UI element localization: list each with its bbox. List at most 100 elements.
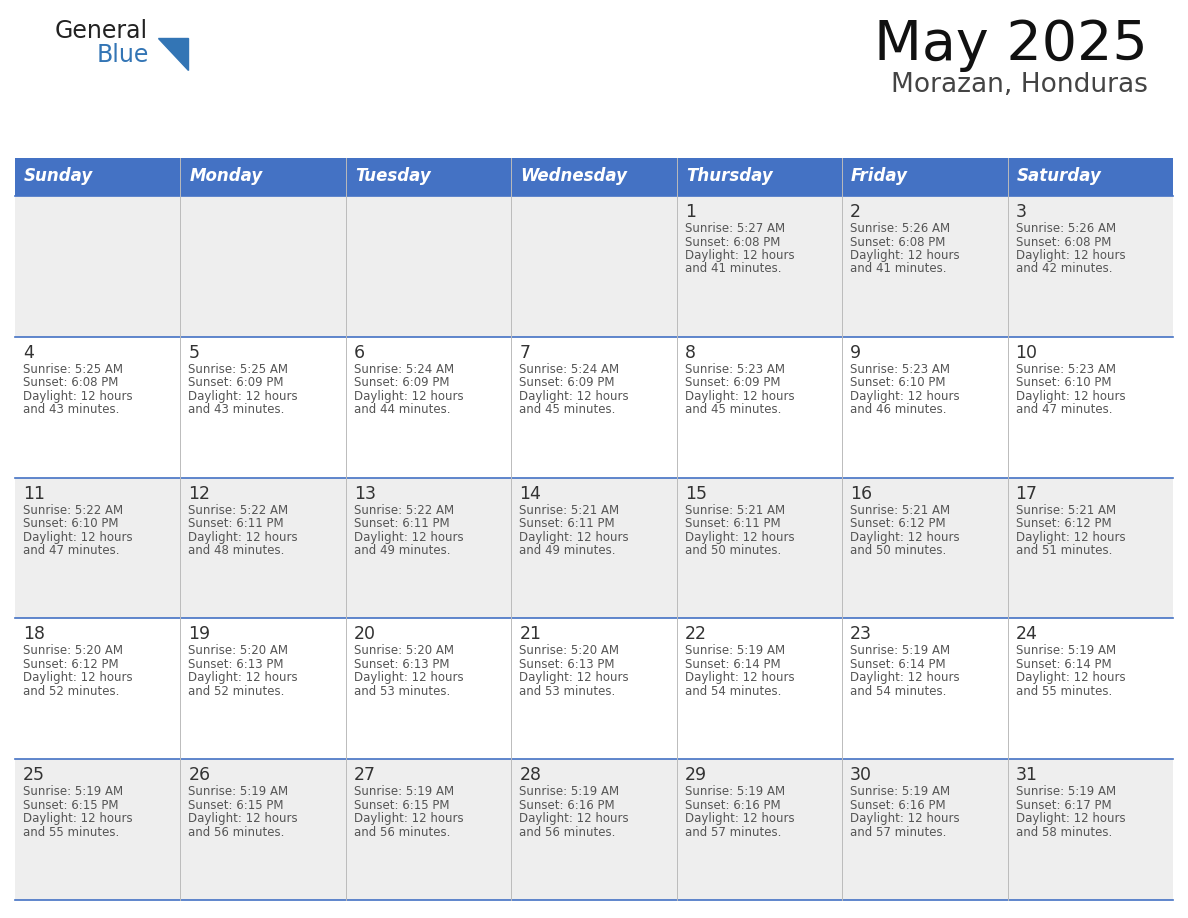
- Text: Daylight: 12 hours: Daylight: 12 hours: [684, 671, 795, 685]
- Text: Daylight: 12 hours: Daylight: 12 hours: [23, 390, 133, 403]
- Text: Sunrise: 5:21 AM: Sunrise: 5:21 AM: [851, 504, 950, 517]
- Text: Wednesday: Wednesday: [520, 167, 627, 185]
- Text: May 2025: May 2025: [874, 18, 1148, 72]
- Text: Sunrise: 5:20 AM: Sunrise: 5:20 AM: [354, 644, 454, 657]
- Text: and 41 minutes.: and 41 minutes.: [851, 263, 947, 275]
- Text: 13: 13: [354, 485, 375, 502]
- Text: Sunrise: 5:23 AM: Sunrise: 5:23 AM: [684, 363, 785, 375]
- Text: Sunrise: 5:22 AM: Sunrise: 5:22 AM: [23, 504, 124, 517]
- Text: Daylight: 12 hours: Daylight: 12 hours: [519, 671, 628, 685]
- Text: and 51 minutes.: and 51 minutes.: [1016, 544, 1112, 557]
- Text: Sunrise: 5:19 AM: Sunrise: 5:19 AM: [851, 785, 950, 798]
- Text: Sunrise: 5:22 AM: Sunrise: 5:22 AM: [189, 504, 289, 517]
- Text: Sunset: 6:08 PM: Sunset: 6:08 PM: [23, 376, 119, 389]
- Text: Sunrise: 5:22 AM: Sunrise: 5:22 AM: [354, 504, 454, 517]
- Text: Sunrise: 5:19 AM: Sunrise: 5:19 AM: [1016, 644, 1116, 657]
- Text: 16: 16: [851, 485, 872, 502]
- Text: Sunset: 6:14 PM: Sunset: 6:14 PM: [851, 658, 946, 671]
- Text: and 55 minutes.: and 55 minutes.: [1016, 685, 1112, 698]
- Text: 24: 24: [1016, 625, 1037, 644]
- Text: Blue: Blue: [97, 43, 150, 67]
- Text: and 56 minutes.: and 56 minutes.: [189, 825, 285, 839]
- Text: Daylight: 12 hours: Daylight: 12 hours: [189, 390, 298, 403]
- Text: and 48 minutes.: and 48 minutes.: [189, 544, 285, 557]
- Text: Sunset: 6:16 PM: Sunset: 6:16 PM: [519, 799, 615, 812]
- Bar: [15, 196, 1173, 337]
- Text: Daylight: 12 hours: Daylight: 12 hours: [1016, 671, 1125, 685]
- Text: Sunrise: 5:21 AM: Sunrise: 5:21 AM: [1016, 504, 1116, 517]
- Text: Sunrise: 5:27 AM: Sunrise: 5:27 AM: [684, 222, 785, 235]
- Text: Sunset: 6:13 PM: Sunset: 6:13 PM: [354, 658, 449, 671]
- Text: 8: 8: [684, 344, 696, 362]
- Text: Sunset: 6:14 PM: Sunset: 6:14 PM: [684, 658, 781, 671]
- Text: 7: 7: [519, 344, 530, 362]
- Text: 15: 15: [684, 485, 707, 502]
- Text: Sunset: 6:14 PM: Sunset: 6:14 PM: [1016, 658, 1111, 671]
- Text: Monday: Monday: [189, 167, 263, 185]
- Text: and 52 minutes.: and 52 minutes.: [23, 685, 119, 698]
- Text: and 57 minutes.: and 57 minutes.: [684, 825, 781, 839]
- Text: and 44 minutes.: and 44 minutes.: [354, 403, 450, 416]
- Text: 14: 14: [519, 485, 542, 502]
- Text: Sunset: 6:11 PM: Sunset: 6:11 PM: [519, 517, 615, 530]
- Text: Friday: Friday: [851, 167, 908, 185]
- Text: Sunrise: 5:23 AM: Sunrise: 5:23 AM: [1016, 363, 1116, 375]
- Text: and 54 minutes.: and 54 minutes.: [851, 685, 947, 698]
- Text: Sunrise: 5:19 AM: Sunrise: 5:19 AM: [519, 785, 619, 798]
- Text: 30: 30: [851, 767, 872, 784]
- Text: and 58 minutes.: and 58 minutes.: [1016, 825, 1112, 839]
- Text: and 55 minutes.: and 55 minutes.: [23, 825, 119, 839]
- Text: Sunset: 6:16 PM: Sunset: 6:16 PM: [851, 799, 946, 812]
- Text: Sunset: 6:12 PM: Sunset: 6:12 PM: [1016, 517, 1111, 530]
- Text: and 46 minutes.: and 46 minutes.: [851, 403, 947, 416]
- Text: 6: 6: [354, 344, 365, 362]
- Bar: [15, 158, 1173, 196]
- Text: Saturday: Saturday: [1017, 167, 1101, 185]
- Text: Sunrise: 5:19 AM: Sunrise: 5:19 AM: [354, 785, 454, 798]
- Text: Daylight: 12 hours: Daylight: 12 hours: [354, 671, 463, 685]
- Text: 5: 5: [189, 344, 200, 362]
- Text: Daylight: 12 hours: Daylight: 12 hours: [1016, 812, 1125, 825]
- Text: Daylight: 12 hours: Daylight: 12 hours: [851, 812, 960, 825]
- Text: Sunday: Sunday: [24, 167, 93, 185]
- Text: Daylight: 12 hours: Daylight: 12 hours: [23, 531, 133, 543]
- Text: and 45 minutes.: and 45 minutes.: [519, 403, 615, 416]
- Text: and 41 minutes.: and 41 minutes.: [684, 263, 782, 275]
- Text: and 54 minutes.: and 54 minutes.: [684, 685, 781, 698]
- Text: Sunrise: 5:26 AM: Sunrise: 5:26 AM: [851, 222, 950, 235]
- Text: 28: 28: [519, 767, 542, 784]
- Text: 26: 26: [189, 767, 210, 784]
- Text: Sunrise: 5:25 AM: Sunrise: 5:25 AM: [23, 363, 124, 375]
- Text: Sunrise: 5:20 AM: Sunrise: 5:20 AM: [519, 644, 619, 657]
- Text: Sunset: 6:08 PM: Sunset: 6:08 PM: [851, 236, 946, 249]
- Text: and 50 minutes.: and 50 minutes.: [851, 544, 947, 557]
- Text: Sunset: 6:08 PM: Sunset: 6:08 PM: [684, 236, 781, 249]
- Text: Sunset: 6:10 PM: Sunset: 6:10 PM: [1016, 376, 1111, 389]
- Text: 27: 27: [354, 767, 375, 784]
- Text: Daylight: 12 hours: Daylight: 12 hours: [851, 249, 960, 262]
- Bar: [15, 619, 1173, 759]
- Text: and 42 minutes.: and 42 minutes.: [1016, 263, 1112, 275]
- Text: Sunrise: 5:24 AM: Sunrise: 5:24 AM: [354, 363, 454, 375]
- Text: Daylight: 12 hours: Daylight: 12 hours: [519, 390, 628, 403]
- Text: and 49 minutes.: and 49 minutes.: [354, 544, 450, 557]
- Text: and 47 minutes.: and 47 minutes.: [1016, 403, 1112, 416]
- Text: Sunrise: 5:21 AM: Sunrise: 5:21 AM: [519, 504, 619, 517]
- Text: 31: 31: [1016, 767, 1037, 784]
- Text: 19: 19: [189, 625, 210, 644]
- Text: 11: 11: [23, 485, 45, 502]
- Text: 1: 1: [684, 203, 696, 221]
- Text: Daylight: 12 hours: Daylight: 12 hours: [684, 249, 795, 262]
- Text: Daylight: 12 hours: Daylight: 12 hours: [1016, 249, 1125, 262]
- Text: Daylight: 12 hours: Daylight: 12 hours: [23, 671, 133, 685]
- Text: Daylight: 12 hours: Daylight: 12 hours: [684, 531, 795, 543]
- Text: General: General: [55, 19, 148, 43]
- Text: and 43 minutes.: and 43 minutes.: [189, 403, 285, 416]
- Text: Daylight: 12 hours: Daylight: 12 hours: [1016, 531, 1125, 543]
- Text: Daylight: 12 hours: Daylight: 12 hours: [519, 531, 628, 543]
- Text: Sunset: 6:15 PM: Sunset: 6:15 PM: [23, 799, 119, 812]
- Text: Sunset: 6:11 PM: Sunset: 6:11 PM: [354, 517, 449, 530]
- Text: Sunrise: 5:19 AM: Sunrise: 5:19 AM: [684, 644, 785, 657]
- Text: Sunset: 6:12 PM: Sunset: 6:12 PM: [23, 658, 119, 671]
- Text: and 56 minutes.: and 56 minutes.: [519, 825, 615, 839]
